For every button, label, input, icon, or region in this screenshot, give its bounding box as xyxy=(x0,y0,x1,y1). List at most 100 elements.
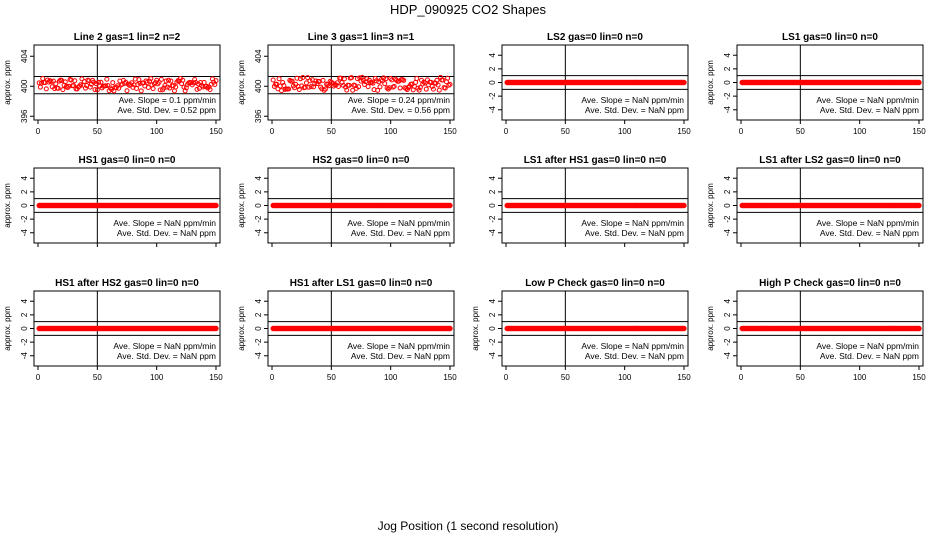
panel-7: LS1 after HS1 gas=0 lin=0 n=0 -4 -2 0 2 4 Ave.… xyxy=(488,155,689,247)
data-point xyxy=(213,325,219,332)
x-tick-label: 0 xyxy=(739,127,744,136)
data-point xyxy=(331,83,337,89)
data-point xyxy=(681,202,687,209)
y-axis-label: approx. ppm xyxy=(706,183,715,228)
data-point xyxy=(312,81,318,87)
y-tick-label: 4 xyxy=(488,175,497,180)
stats-annotation: Ave. Std. Dev. = 0.52 ppm xyxy=(117,105,216,115)
data-point xyxy=(63,83,69,89)
stats-annotation: Ave. Std. Dev. = NaN ppm xyxy=(351,351,450,361)
data-series xyxy=(270,202,453,209)
data-point xyxy=(37,84,43,90)
panel-11: Low P Check gas=0 lin=0 n=0 -4 -2 0 2 4 approx… xyxy=(471,278,691,382)
data-point xyxy=(65,85,71,91)
data-point xyxy=(434,77,440,83)
x-tick-label: 100 xyxy=(150,127,164,136)
y-tick-label: 4 xyxy=(488,52,497,57)
data-point xyxy=(71,83,77,89)
x-tick-label: 0 xyxy=(36,373,41,382)
data-point xyxy=(156,79,162,85)
y-tick-label: -2 xyxy=(723,92,732,100)
panel-title: HS1 gas=0 lin=0 n=0 xyxy=(79,155,176,166)
panel-title: LS1 gas=0 lin=0 n=0 xyxy=(782,32,878,43)
data-point xyxy=(303,80,309,86)
data-point xyxy=(40,76,46,82)
stats-annotation: Ave. Slope = NaN ppm/min xyxy=(581,95,684,105)
y-tick-label: -4 xyxy=(254,229,263,237)
data-point xyxy=(383,76,389,82)
y-tick-label: -4 xyxy=(488,106,497,114)
data-point xyxy=(414,76,420,82)
x-tick-label: 100 xyxy=(384,373,398,382)
x-tick-label: 100 xyxy=(853,373,867,382)
panel-5: HS1 gas=0 lin=0 n=0 -4 -2 0 2 4 approx. ppm Ave… xyxy=(3,155,221,247)
stats-annotation: Ave. Slope = NaN ppm/min xyxy=(113,218,216,228)
y-tick-label: -4 xyxy=(20,352,29,360)
data-point xyxy=(429,83,435,89)
x-axis-title: Jog Position (1 second resolution) xyxy=(377,519,559,533)
y-tick-label: 0 xyxy=(723,80,732,85)
data-point xyxy=(335,84,341,90)
data-point xyxy=(280,80,286,86)
data-series xyxy=(739,325,922,332)
stats-annotation: Ave. Std. Dev. = NaN ppm xyxy=(585,105,684,115)
data-point xyxy=(173,84,179,90)
x-tick-label: 150 xyxy=(209,127,223,136)
data-point xyxy=(150,86,156,92)
panel-8: LS1 after LS2 gas=0 lin=0 n=0 -4 -2 0 2 4 appr… xyxy=(706,155,924,247)
panel-12: High P Check gas=0 lin=0 n=0 -4 -2 0 2 4 appro… xyxy=(706,278,926,382)
x-tick-label: 150 xyxy=(912,127,926,136)
data-point xyxy=(435,82,441,88)
data-point xyxy=(306,84,312,90)
y-tick-label: 4 xyxy=(723,298,732,303)
y-tick-label: -2 xyxy=(20,215,29,223)
data-point xyxy=(382,81,388,87)
x-tick-label: 0 xyxy=(504,373,509,382)
x-tick-label: 0 xyxy=(504,127,509,136)
y-tick-label: 2 xyxy=(723,312,732,317)
data-point xyxy=(375,87,381,93)
y-tick-label: 2 xyxy=(723,189,732,194)
y-tick-label: 2 xyxy=(20,312,29,317)
data-point xyxy=(43,86,49,92)
data-point xyxy=(56,78,62,84)
y-tick-label: -4 xyxy=(723,229,732,237)
data-point xyxy=(370,80,376,86)
stats-annotation: Ave. Slope = NaN ppm/min xyxy=(581,341,684,351)
data-point xyxy=(349,75,355,81)
data-point xyxy=(60,87,66,93)
data-point xyxy=(82,85,88,91)
figure-title: HDP_090925 CO2 Shapes xyxy=(389,2,547,17)
stats-annotation: Ave. Std. Dev. = NaN ppm xyxy=(820,228,919,238)
data-point xyxy=(171,88,177,94)
x-tick-label: 50 xyxy=(561,373,570,382)
data-point xyxy=(391,83,397,89)
data-point xyxy=(325,81,331,87)
data-point xyxy=(300,75,306,81)
x-tick-label: 0 xyxy=(270,373,275,382)
x-tick-label: 100 xyxy=(618,127,632,136)
y-tick-label: -2 xyxy=(254,215,263,223)
y-tick-label: 4 xyxy=(20,175,29,180)
y-tick-label: -2 xyxy=(723,338,732,346)
stats-annotation: Ave. Std. Dev. = NaN ppm xyxy=(117,351,216,361)
data-point xyxy=(344,87,350,93)
x-tick-label: 150 xyxy=(443,127,457,136)
data-point xyxy=(436,87,442,93)
y-tick-label: 2 xyxy=(723,66,732,71)
data-point xyxy=(213,202,219,209)
x-tick-label: 0 xyxy=(36,127,41,136)
y-axis-label: approx. ppm xyxy=(706,60,715,105)
data-point xyxy=(417,84,423,90)
panel-title: LS2 gas=0 lin=0 n=0 xyxy=(547,32,643,43)
x-tick-label: 0 xyxy=(270,127,275,136)
y-axis-label: approx. ppm xyxy=(237,183,246,228)
stats-annotation: Ave. Slope = NaN ppm/min xyxy=(581,218,684,228)
stats-annotation: Ave. Slope = 0.24 ppm/min xyxy=(348,95,450,105)
data-point xyxy=(147,78,153,84)
data-point xyxy=(296,86,302,92)
y-tick-label: 4 xyxy=(723,52,732,57)
data-point xyxy=(916,325,922,332)
data-point xyxy=(135,82,141,88)
